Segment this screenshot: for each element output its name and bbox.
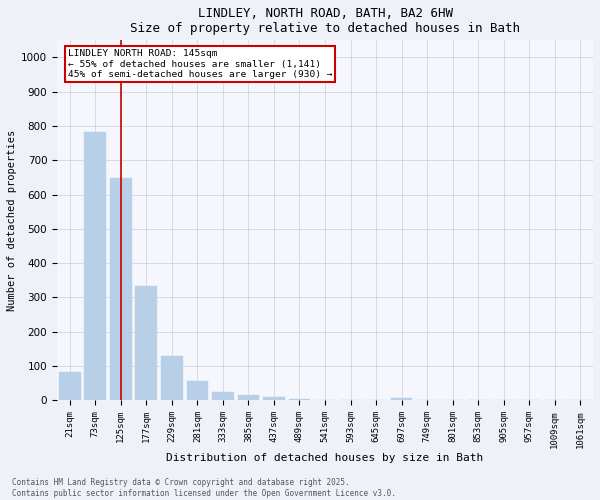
Bar (263, 398, 285, 400)
Bar (161, 356, 182, 400)
X-axis label: Distribution of detached houses by size in Bath: Distribution of detached houses by size … (166, 453, 484, 463)
Title: LINDLEY, NORTH ROAD, BATH, BA2 6HW
Size of property relative to detached houses : LINDLEY, NORTH ROAD, BATH, BA2 6HW Size … (130, 7, 520, 35)
Bar (391, 398, 412, 400)
Text: LINDLEY NORTH ROAD: 145sqm
← 55% of detached houses are smaller (1,141)
45% of s: LINDLEY NORTH ROAD: 145sqm ← 55% of deta… (68, 50, 332, 79)
Bar (212, 392, 234, 400)
Bar (59, 372, 80, 400)
Y-axis label: Number of detached properties: Number of detached properties (7, 130, 17, 311)
Bar (187, 380, 208, 400)
Bar (136, 286, 157, 400)
Bar (85, 132, 106, 400)
Bar (110, 178, 131, 400)
Bar (238, 396, 259, 400)
Text: Contains HM Land Registry data © Crown copyright and database right 2025.
Contai: Contains HM Land Registry data © Crown c… (12, 478, 396, 498)
Bar (289, 399, 310, 400)
